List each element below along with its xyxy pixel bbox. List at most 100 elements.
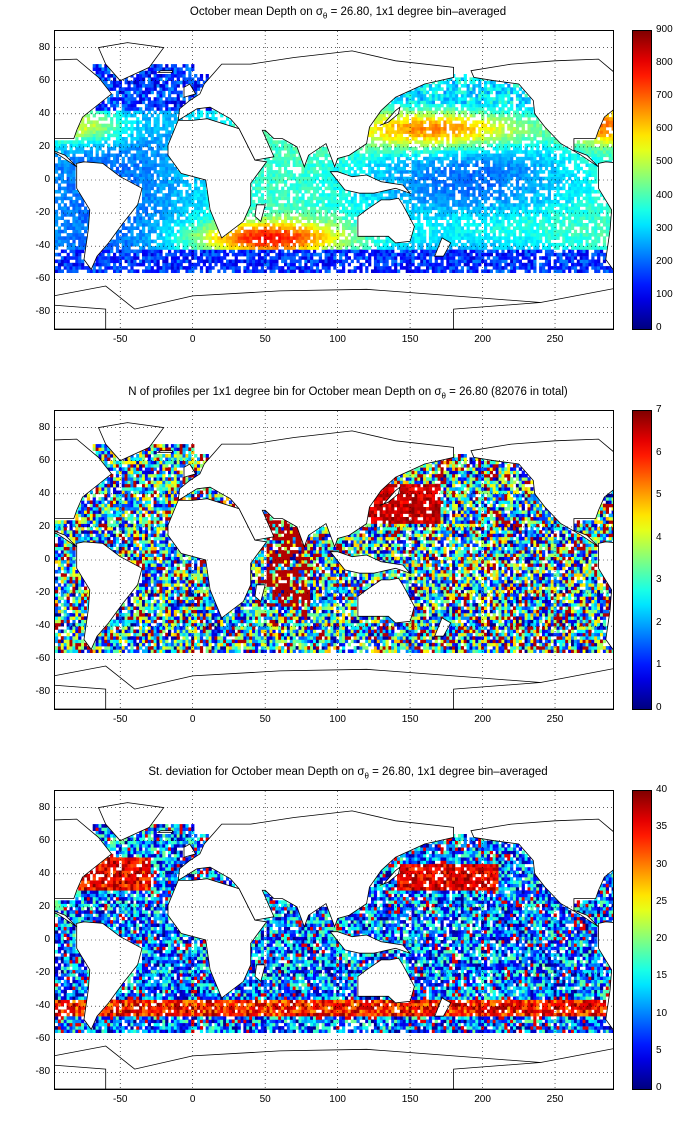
data-cell <box>168 156 172 161</box>
data-cell <box>420 176 424 181</box>
data-cell <box>150 216 154 220</box>
data-cell <box>373 193 378 197</box>
data-cell <box>121 120 125 124</box>
data-cell <box>159 90 163 95</box>
data-cell <box>249 269 253 273</box>
data-cell <box>414 113 418 118</box>
data-cell <box>313 180 317 184</box>
data-cell <box>72 213 76 217</box>
data-cell <box>315 153 320 158</box>
data-cell <box>260 246 264 250</box>
data-cell <box>495 176 499 181</box>
data-cell <box>156 127 160 131</box>
data-cell <box>63 226 67 230</box>
data-cell <box>333 206 337 211</box>
data-cell <box>60 256 64 260</box>
data-cell <box>313 236 317 240</box>
data-cell <box>110 97 114 101</box>
data-cell <box>498 90 502 95</box>
data-cell <box>240 236 244 240</box>
data-cell <box>295 156 299 161</box>
data-cell <box>84 219 88 224</box>
data-cell <box>411 176 415 181</box>
data-cell <box>124 80 128 85</box>
data-cell <box>399 120 404 124</box>
data-cell <box>60 186 64 191</box>
data-cell <box>408 103 412 108</box>
data-cell <box>475 110 479 115</box>
data-cell <box>168 249 172 254</box>
data-cell <box>481 140 485 144</box>
data-cell <box>133 166 137 171</box>
data-cell <box>179 67 183 71</box>
data-cell <box>107 249 111 254</box>
data-cell <box>260 193 264 197</box>
data-cell <box>176 239 180 244</box>
data-cell <box>481 127 485 131</box>
data-cell <box>481 259 485 264</box>
data-cell <box>339 189 343 194</box>
data-cell <box>446 262 450 267</box>
data-cell <box>266 183 270 187</box>
data-cell <box>121 150 125 154</box>
data-cell <box>457 226 462 230</box>
data-cell <box>318 206 322 211</box>
data-cell <box>457 113 462 118</box>
data-cell <box>188 117 192 121</box>
data-cell <box>185 193 189 197</box>
data-cell <box>269 176 273 181</box>
data-cell <box>170 166 175 171</box>
data-cell <box>263 176 267 181</box>
data-cell <box>147 226 151 230</box>
data-cell <box>84 123 88 128</box>
data-cell <box>457 87 462 91</box>
data-cell <box>434 87 438 91</box>
data-cell <box>156 77 160 81</box>
data-cell <box>426 90 430 95</box>
data-cell <box>147 84 151 88</box>
data-cell <box>139 97 143 101</box>
data-cell <box>147 193 151 197</box>
data-cell <box>124 117 128 121</box>
data-cell <box>388 143 392 148</box>
data-cell <box>162 93 166 98</box>
data-cell <box>260 229 264 234</box>
data-cell <box>246 246 250 250</box>
data-cell <box>455 170 459 174</box>
data-cell <box>162 74 166 78</box>
data-cell <box>113 262 117 267</box>
data-cell <box>362 246 366 250</box>
data-cell <box>249 252 253 257</box>
data-cell <box>420 143 424 148</box>
data-cell <box>298 233 302 237</box>
data-cell <box>150 223 154 227</box>
data-cell <box>144 74 149 78</box>
data-cell <box>252 266 256 270</box>
data-cell <box>460 266 464 270</box>
data-cell <box>353 239 357 244</box>
data-cell <box>121 140 125 144</box>
data-cell <box>310 176 314 181</box>
data-cell <box>478 246 482 250</box>
data-cell <box>78 226 82 230</box>
data-cell <box>286 186 291 191</box>
data-cell <box>173 87 177 91</box>
data-cell <box>486 163 491 167</box>
data-cell <box>165 97 169 101</box>
data-cell <box>492 80 496 85</box>
data-cell <box>484 90 488 95</box>
data-cell <box>382 143 386 148</box>
data-cell <box>466 196 470 201</box>
data-cell <box>460 153 464 158</box>
data-cell <box>98 70 102 75</box>
data-cell <box>399 180 404 184</box>
data-cell <box>498 256 502 260</box>
data-cell <box>460 93 464 98</box>
data-cell <box>170 269 175 273</box>
data-cell <box>356 266 360 270</box>
data-cell <box>197 196 201 201</box>
data-cell <box>469 143 473 148</box>
data-cell <box>463 113 467 118</box>
data-cell <box>214 256 218 260</box>
data-cell <box>107 123 111 128</box>
